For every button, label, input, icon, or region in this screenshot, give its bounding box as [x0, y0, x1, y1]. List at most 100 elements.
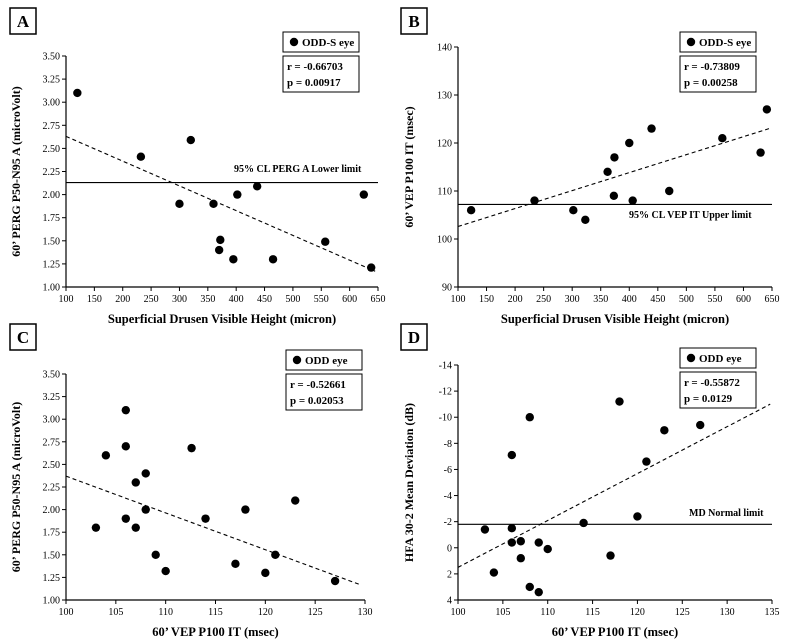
- stats-box-frame: [285, 373, 363, 411]
- data-point: [91, 523, 101, 532]
- data-point: [136, 152, 146, 161]
- panel-label-box: [9, 323, 37, 351]
- x-tick-label: 300: [172, 294, 187, 305]
- data-point: [101, 451, 111, 460]
- stats-box-frame: [282, 55, 360, 93]
- y-tick-label: -6: [444, 465, 452, 476]
- panel-label: A: [9, 7, 37, 35]
- x-tick-label: 200: [115, 294, 130, 305]
- panel-label-box: [9, 7, 37, 35]
- x-tick-label: 100: [451, 607, 466, 618]
- legend-label: ODD eye: [699, 353, 742, 365]
- regression-fit-line: [457, 403, 771, 568]
- legend-label: ODD-S eye: [699, 37, 751, 49]
- x-tick-label: 650: [371, 294, 386, 305]
- y-tick-label: 0: [447, 543, 452, 554]
- stats-box-frame: [679, 371, 757, 409]
- x-tick-label: 125: [675, 607, 690, 618]
- y-tick-label: 4: [447, 596, 452, 607]
- x-tick-label: 350: [593, 294, 608, 305]
- x-tick-label: 100: [59, 294, 74, 305]
- y-tick-label: 2.25: [43, 483, 61, 494]
- regression-fit-line: [65, 475, 361, 586]
- stats-box: r = -0.73809 p = 0.00258: [679, 55, 757, 93]
- data-point: [534, 538, 543, 547]
- x-tick-label: 130: [720, 607, 735, 618]
- y-axis-title: 60’ PERG P50-N95 A (microVolt): [9, 402, 23, 572]
- y-axis-title: 60’ VEP P100 IT (msec): [402, 106, 416, 227]
- stats-p-value: p = 0.0129: [684, 393, 733, 405]
- legend-box: [282, 31, 360, 53]
- x-axis-title: Superficial Drusen Visible Height (micro…: [108, 312, 336, 326]
- x-tick-label: 200: [508, 294, 523, 305]
- data-point: [480, 525, 490, 534]
- data-point: [507, 538, 517, 547]
- y-tick-label: 140: [437, 43, 452, 54]
- stats-p-value: p = 0.00917: [287, 77, 341, 89]
- panel-label-box: [400, 323, 428, 351]
- y-tick-label: 3.00: [43, 415, 61, 426]
- data-point: [581, 215, 590, 224]
- y-tick-label: -2: [444, 517, 452, 528]
- data-point: [665, 186, 674, 196]
- data-point: [525, 582, 534, 592]
- x-tick-label: 115: [208, 607, 223, 618]
- data-point: [466, 206, 476, 215]
- stats-box: r = -0.66703 p = 0.00917: [282, 55, 360, 93]
- x-tick-label: 150: [87, 294, 102, 305]
- y-tick-label: 2.50: [43, 144, 61, 155]
- legend: ODD-S eye: [679, 31, 757, 53]
- y-tick-label: 130: [437, 91, 452, 102]
- data-point: [229, 255, 238, 264]
- panel-label-text: B: [408, 12, 419, 31]
- panel-label: D: [400, 323, 428, 351]
- data-point: [603, 167, 612, 176]
- y-axis-title: 60’ PERG P50-N95 A (microVolt): [9, 86, 23, 256]
- y-tick-label: 3.50: [43, 52, 61, 63]
- stats-box: r = -0.55872 p = 0.0129: [679, 371, 757, 409]
- y-tick-label: 1.00: [43, 283, 61, 294]
- y-tick-label: 2.00: [43, 190, 61, 201]
- data-point: [161, 566, 170, 576]
- x-tick-label: 250: [536, 294, 551, 305]
- legend: ODD eye: [285, 349, 363, 371]
- data-point: [233, 190, 242, 199]
- y-tick-label: 1.50: [43, 236, 61, 247]
- data-point: [131, 478, 140, 487]
- y-tick-label: 1.25: [43, 573, 61, 584]
- data-point: [489, 568, 499, 577]
- data-point: [121, 514, 130, 523]
- y-tick-label: 2.75: [43, 437, 61, 448]
- x-tick-label: 105: [108, 607, 123, 618]
- stats-r-value: r = -0.66703: [287, 61, 343, 73]
- y-axis-title: HFA 30-2 Mean Deviation (dB): [402, 403, 416, 562]
- x-tick-label: 350: [200, 294, 215, 305]
- x-tick-label: 100: [451, 294, 466, 305]
- reference-line-label: 95% CL PERG A Lower limit: [234, 164, 362, 175]
- data-point: [718, 134, 727, 143]
- data-point: [516, 537, 525, 546]
- data-point: [756, 148, 765, 157]
- data-point: [569, 206, 578, 215]
- y-tick-label: 2: [447, 569, 452, 580]
- y-tick-label: 2.25: [43, 167, 61, 178]
- data-point: [610, 153, 619, 162]
- y-tick-label: 100: [437, 235, 452, 246]
- panel-label-text: A: [17, 12, 30, 31]
- x-tick-label: 120: [630, 607, 645, 618]
- x-tick-label: 450: [650, 294, 665, 305]
- data-point: [241, 505, 250, 514]
- y-tick-label: 3.50: [43, 370, 61, 381]
- data-point: [231, 559, 240, 569]
- x-tick-label: 135: [765, 607, 780, 618]
- data-point: [647, 124, 656, 133]
- y-tick-label: 3.00: [43, 98, 61, 109]
- x-tick-label: 650: [765, 294, 780, 305]
- data-point: [214, 245, 224, 255]
- x-tick-label: 550: [314, 294, 329, 305]
- regression-fit-line: [65, 135, 376, 272]
- legend-marker: [292, 355, 302, 365]
- data-point: [660, 426, 669, 435]
- stats-r-value: r = -0.73809: [684, 61, 740, 73]
